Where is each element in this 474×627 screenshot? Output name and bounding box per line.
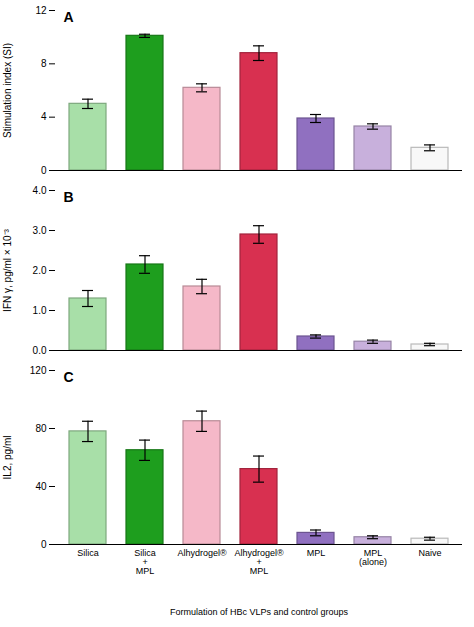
svg-text:80: 80	[35, 423, 47, 434]
svg-text:Naive: Naive	[418, 548, 441, 558]
svg-text:4.0: 4.0	[33, 185, 47, 196]
svg-text:3.0: 3.0	[33, 225, 47, 236]
svg-text:A: A	[64, 9, 74, 25]
svg-text:C: C	[64, 369, 74, 385]
svg-text:Alhydrogel®+MPL: Alhydrogel®+MPL	[234, 548, 284, 576]
svg-text:IL2, pg/ml: IL2, pg/ml	[2, 436, 13, 480]
svg-text:Formulation of HBc VLPs and co: Formulation of HBc VLPs and control grou…	[170, 607, 349, 617]
svg-text:2.0: 2.0	[33, 265, 47, 276]
svg-text:Stimulation index (SI): Stimulation index (SI)	[2, 43, 13, 138]
svg-text:0.0: 0.0	[33, 345, 47, 356]
svg-text:Alhydrogel®: Alhydrogel®	[177, 548, 227, 558]
svg-text:1.0: 1.0	[33, 305, 47, 316]
svg-text:B: B	[64, 189, 74, 205]
svg-text:Silica+MPL: Silica+MPL	[134, 548, 156, 576]
svg-text:0: 0	[41, 539, 47, 550]
svg-text:IFN γ, pg/ml × 10⁻³: IFN γ, pg/ml × 10⁻³	[2, 228, 13, 311]
svg-text:4: 4	[41, 111, 47, 122]
svg-text:40: 40	[35, 481, 47, 492]
svg-text:MPL(alone): MPL(alone)	[359, 548, 387, 567]
svg-text:MPL: MPL	[307, 548, 326, 558]
svg-text:120: 120	[30, 365, 47, 376]
svg-text:0: 0	[41, 165, 47, 176]
svg-text:Silica: Silica	[77, 548, 99, 558]
svg-text:12: 12	[35, 5, 47, 16]
svg-text:8: 8	[41, 58, 47, 69]
